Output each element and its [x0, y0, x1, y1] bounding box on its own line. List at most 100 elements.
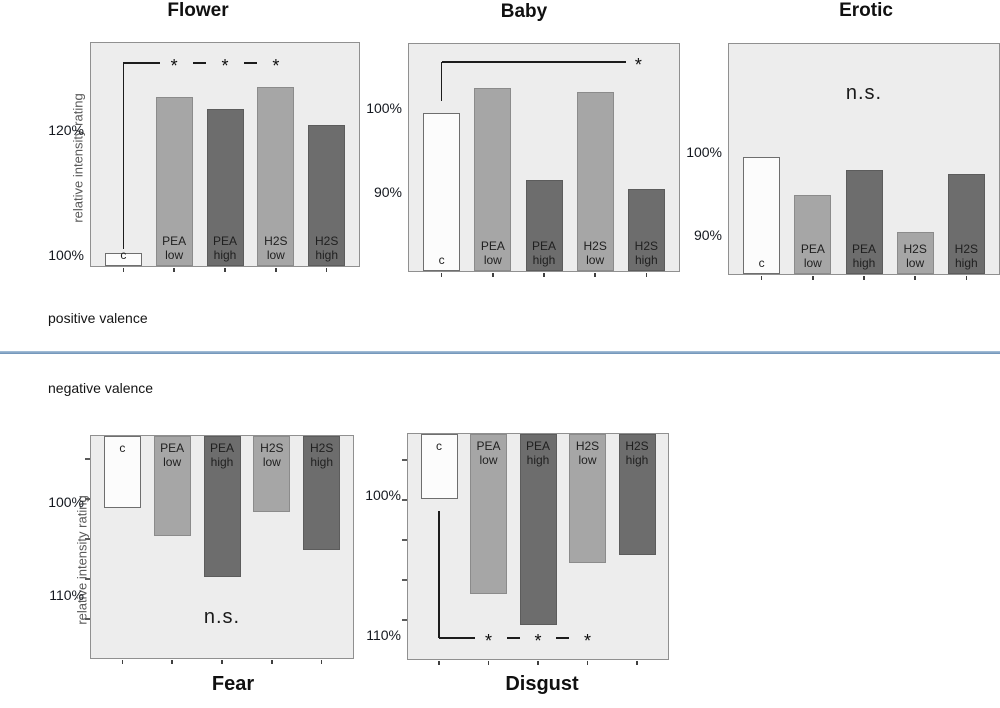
bar-fear-pea-low: PEA low	[153, 436, 191, 536]
panel-baby-plot-area: 100% 90% c PEA low PEA high H2S low H2S high *	[366, 43, 680, 277]
sig-dash-disgust-0	[506, 637, 520, 639]
bar-erotic-pea-low: PEA low	[794, 194, 832, 274]
bar-baby-c: c	[423, 113, 461, 271]
bar-label-fear-h2s-high: H2S high	[309, 441, 334, 469]
y-axis-label-erotic-90: 90%	[693, 227, 722, 243]
x-axis-tick-disgust-h2s-high	[636, 660, 638, 665]
y-axis-tick-disgust-2	[401, 539, 407, 541]
x-axis-tick-baby-pea-high	[543, 272, 545, 277]
bar-fear-pea-high: PEA high	[203, 436, 241, 578]
ns-annotation-erotic: n.s.	[845, 82, 883, 104]
bar-label-disgust-pea-low: PEA low	[476, 439, 501, 467]
bar-label-baby-h2s-low: H2S low	[583, 238, 607, 267]
bar-disgust-h2s-high: H2S high	[618, 434, 656, 555]
y-axis-label-disgust-100: 100%	[365, 487, 401, 503]
x-axis-tick-disgust-c	[438, 660, 440, 665]
bar-flower-h2s-high: H2S high	[308, 124, 346, 267]
x-axis-tick-fear-pea-high	[221, 659, 223, 664]
bar-fear-c: c	[103, 436, 141, 508]
bar-label-erotic-pea-high: PEA high	[851, 241, 876, 270]
bar-baby-pea-high: PEA high	[525, 180, 563, 271]
x-axis-tick-flower-h2s-low	[275, 267, 277, 272]
x-axis-tick-disgust-pea-high	[537, 660, 539, 665]
panel-title-flower: Flower	[167, 0, 229, 21]
bar-label-flower-h2s-high: H2S high	[314, 234, 339, 263]
bar-label-baby-pea-low: PEA low	[480, 239, 505, 267]
sig-bracket-vertical-flower	[122, 63, 125, 249]
bar-label-erotic-pea-low: PEA low	[800, 242, 825, 270]
bar-erotic-h2s-high: H2S high	[947, 173, 985, 275]
bar-label-flower-c: c	[120, 247, 127, 262]
y-axis-tick-fear-4	[84, 618, 90, 620]
bar-label-flower-pea-high: PEA high	[212, 233, 237, 262]
negative-valence-label: negative valence	[48, 380, 154, 396]
x-axis-tick-erotic-pea-low	[812, 275, 814, 280]
bar-fear-h2s-high: H2S high	[303, 436, 341, 550]
x-axis-tick-flower-h2s-high	[325, 267, 328, 272]
bar-disgust-pea-low: PEA low	[470, 434, 507, 594]
y-axis-title-bottom: relative intensity rating	[74, 495, 90, 625]
sig-bracket-horizontal-flower	[123, 62, 161, 64]
y-axis-label-baby-100: 100%	[366, 100, 402, 116]
x-axis-tick-flower-pea-low	[173, 267, 175, 272]
bar-label-fear-pea-high: PEA high	[209, 441, 234, 469]
x-axis-tick-fear-h2s-low	[271, 659, 273, 664]
y-axis-label-baby-90: 90%	[373, 184, 402, 200]
bar-label-disgust-h2s-low: H2S low	[575, 439, 600, 467]
valence-divider-line	[0, 351, 1000, 354]
bar-label-erotic-h2s-low: H2S low	[903, 241, 927, 270]
bar-baby-h2s-low: H2S low	[576, 92, 614, 271]
y-axis-label-fear-110: 110%	[49, 587, 84, 603]
y-axis-label-flower-120: 120%	[48, 122, 84, 138]
bar-label-fear-h2s-low: H2S low	[260, 441, 284, 469]
bar-disgust-h2s-low: H2S low	[569, 434, 606, 564]
y-axis-title-top: relative intensity rating	[70, 93, 86, 223]
bar-baby-h2s-high: H2S high	[627, 188, 665, 271]
panel-title-fear: Fear	[211, 673, 255, 695]
y-axis-label-erotic-100: 100%	[686, 144, 722, 160]
sig-star-disgust-1: *	[534, 631, 542, 651]
x-axis-tick-erotic-pea-high	[863, 275, 865, 280]
sig-dash-disgust-1	[556, 637, 570, 639]
sig-star-disgust-0: *	[484, 631, 493, 651]
x-axis-tick-flower-pea-high	[224, 267, 226, 272]
x-axis-tick-disgust-h2s-low	[586, 660, 589, 665]
bar-label-disgust-c: c	[436, 439, 442, 453]
sig-dash-flower-1	[243, 62, 257, 64]
bar-erotic-c: c	[743, 157, 781, 274]
bar-flower-pea-high: PEA high	[206, 109, 244, 266]
x-axis-tick-fear-h2s-high	[320, 659, 323, 664]
x-axis-tick-baby-c	[440, 272, 443, 277]
bar-label-disgust-pea-high: PEA high	[525, 439, 550, 467]
x-axis-tick-baby-h2s-low	[594, 272, 596, 277]
bar-label-fear-c: c	[119, 441, 126, 455]
sig-star-flower-1: *	[221, 56, 229, 76]
bar-label-flower-pea-low: PEA low	[162, 233, 187, 262]
bar-label-fear-pea-low: PEA low	[160, 441, 185, 469]
x-axis-tick-erotic-h2s-low	[914, 275, 916, 280]
x-axis-tick-disgust-pea-low	[487, 660, 490, 665]
y-axis-tick-disgust-0	[401, 459, 407, 461]
bar-baby-pea-low: PEA low	[474, 88, 512, 271]
sig-star-baby-end: *	[634, 55, 642, 75]
bar-fear-h2s-low: H2S low	[253, 436, 291, 513]
bar-flower-pea-low: PEA low	[155, 96, 193, 266]
bar-label-baby-h2s-high: H2S high	[634, 238, 658, 267]
panel-flower-plot-area: 120% 100% c PEA low PEA high H2S low H2S high * * *	[48, 42, 360, 272]
sig-bracket-horizontal-baby	[441, 61, 627, 63]
x-axis-tick-flower-c	[122, 267, 125, 272]
bar-label-disgust-h2s-high: H2S high	[625, 439, 649, 467]
bar-flower-h2s-low: H2S low	[257, 87, 295, 267]
ns-annotation-fear: n.s.	[203, 606, 241, 628]
bar-disgust-c: c	[420, 434, 458, 499]
panel-title-disgust: Disgust	[505, 673, 579, 695]
x-axis-tick-erotic-h2s-high	[965, 275, 968, 280]
sig-bracket-vertical-baby	[440, 62, 443, 102]
bar-erotic-h2s-low: H2S low	[896, 231, 934, 274]
x-axis-tick-baby-h2s-high	[645, 272, 648, 277]
y-axis-tick-disgust-4	[401, 619, 407, 621]
x-axis-tick-fear-c	[121, 659, 124, 664]
y-axis-tick-fear-0	[84, 458, 90, 460]
sig-star-flower-2: *	[272, 56, 280, 76]
